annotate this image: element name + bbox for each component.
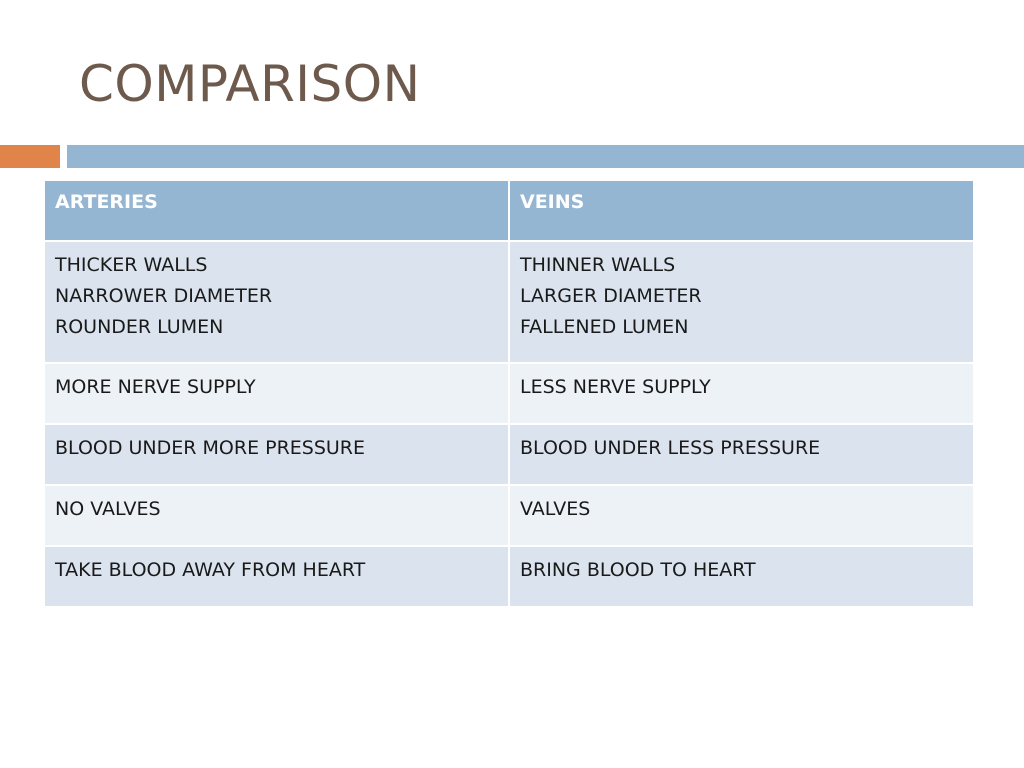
table-row: NO VALVES VALVES (43, 484, 975, 547)
cell-line: LESS NERVE SUPPLY (520, 376, 711, 398)
cell-line: FALLENED LUMEN (520, 316, 689, 338)
veins-cell: VALVES (508, 484, 975, 547)
cell-line: NO VALVES (55, 498, 161, 520)
arteries-cell: TAKE BLOOD AWAY FROM HEART (43, 545, 510, 608)
accent-bar-orange (0, 145, 60, 168)
cell-line: THICKER WALLS (55, 254, 208, 276)
cell-line: MORE NERVE SUPPLY (55, 376, 256, 398)
table-row: THICKER WALLS NARROWER DIAMETER ROUNDER … (43, 240, 975, 364)
arteries-cell: BLOOD UNDER MORE PRESSURE (43, 423, 510, 486)
cell-line: NARROWER DIAMETER (55, 285, 273, 307)
table-row: MORE NERVE SUPPLY LESS NERVE SUPPLY (43, 362, 975, 425)
slide-title: COMPARISON (79, 55, 421, 113)
cell-line: ROUNDER LUMEN (55, 316, 224, 338)
table-row: BLOOD UNDER MORE PRESSURE BLOOD UNDER LE… (43, 423, 975, 486)
veins-cell: LESS NERVE SUPPLY (508, 362, 975, 425)
cell-line: LARGER DIAMETER (520, 285, 702, 307)
cell-line: THINNER WALLS (520, 254, 676, 276)
arteries-cell: NO VALVES (43, 484, 510, 547)
cell-line: TAKE BLOOD AWAY FROM HEART (55, 559, 366, 581)
table-header-row: ARTERIES VEINS (43, 179, 975, 242)
arteries-cell: MORE NERVE SUPPLY (43, 362, 510, 425)
cell-line: BLOOD UNDER MORE PRESSURE (55, 437, 366, 459)
veins-cell: BLOOD UNDER LESS PRESSURE (508, 423, 975, 486)
comparison-table: ARTERIES VEINS THICKER WALLS NARROWER DI… (43, 179, 975, 608)
veins-cell: THINNER WALLS LARGER DIAMETER FALLENED L… (508, 240, 975, 364)
arteries-cell: THICKER WALLS NARROWER DIAMETER ROUNDER … (43, 240, 510, 364)
cell-line: BLOOD UNDER LESS PRESSURE (520, 437, 821, 459)
veins-cell: BRING BLOOD TO HEART (508, 545, 975, 608)
cell-line: VALVES (520, 498, 591, 520)
column-header-arteries: ARTERIES (43, 179, 510, 242)
accent-bar-blue (67, 145, 1024, 168)
cell-line: BRING BLOOD TO HEART (520, 559, 756, 581)
column-header-veins: VEINS (508, 179, 975, 242)
table-row: TAKE BLOOD AWAY FROM HEART BRING BLOOD T… (43, 545, 975, 608)
